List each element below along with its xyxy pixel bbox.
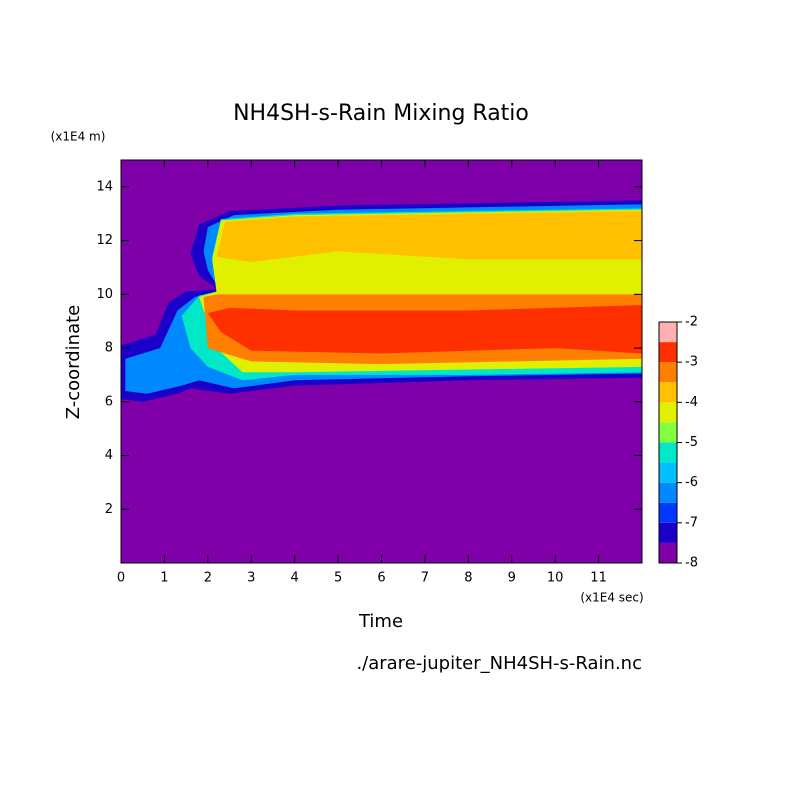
colorbar-band [659,502,677,523]
x-tick-label: 1 [160,571,168,586]
x-tick-label: 11 [590,571,607,586]
colorbar-band [659,462,677,483]
y-tick-label: 12 [96,233,113,248]
x-tick-label: 3 [247,571,255,586]
footnote: ./arare-jupiter_NH4SH-s-Rain.nc [356,653,642,674]
colorbar-band [659,402,677,423]
y-axis-label: Z-coordinate [63,305,84,420]
colorbar-band [659,542,677,563]
colorbar-tick-label: -7 [685,515,698,530]
colorbar-tick-label: -2 [685,315,698,330]
colorbar-band [659,442,677,463]
colorbar-band [659,422,677,443]
colorbar-band [659,522,677,543]
colorbar-tick-label: -3 [685,355,698,370]
chart-title: NH4SH-s-Rain Mixing Ratio [233,101,529,126]
x-tick-label: 4 [291,571,299,586]
y-tick-label: 4 [105,448,113,463]
x-tick-label: 0 [117,571,125,586]
y-unit: (x1E4 m) [51,130,106,144]
y-tick-label: 10 [96,287,113,302]
x-axis-label: Time [358,611,403,632]
colorbar-band [659,322,677,343]
colorbar-band [659,342,677,363]
x-tick-label: 5 [334,571,342,586]
y-tick-label: 6 [105,394,113,409]
contour-region [216,211,642,263]
colorbar-band [659,482,677,503]
contour-region [207,305,643,354]
x-tick-label: 6 [377,571,385,586]
colorbar-tick-label: -6 [685,475,698,490]
x-unit: (x1E4 sec) [580,591,643,605]
y-tick-label: 8 [105,341,113,356]
x-tick-label: 2 [204,571,212,586]
y-tick-label: 14 [96,179,113,194]
colorbar-band [659,382,677,403]
colorbar-tick-label: -4 [685,395,698,410]
colorbar-tick-label: -8 [685,556,698,571]
x-tick-label: 10 [547,571,564,586]
x-tick-label: 9 [508,571,516,586]
x-tick-label: 7 [421,571,429,586]
colorbar-band [659,362,677,383]
x-tick-label: 8 [464,571,472,586]
colorbar-tick-label: -5 [685,435,698,450]
y-tick-label: 2 [105,502,113,517]
